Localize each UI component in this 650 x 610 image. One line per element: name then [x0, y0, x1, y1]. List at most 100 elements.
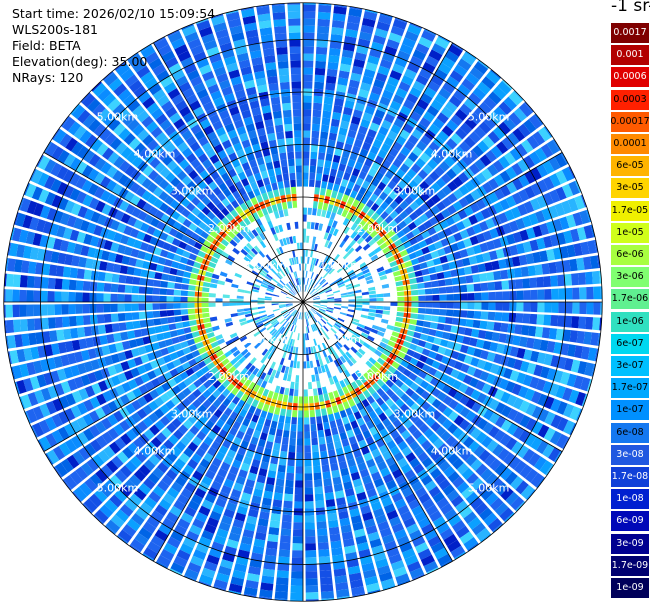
radar-gate	[541, 327, 551, 339]
radar-gate	[347, 458, 356, 468]
radar-gate	[329, 40, 342, 50]
radar-gate	[491, 260, 500, 271]
radar-gate	[453, 89, 467, 102]
radar-gate	[498, 121, 511, 135]
radar-gate	[429, 510, 443, 523]
radar-gate	[402, 123, 414, 134]
radar-gate	[413, 104, 426, 116]
radar-gate	[329, 369, 336, 377]
radar-gate	[509, 244, 519, 256]
radar-gate	[314, 187, 320, 195]
radar-gate	[487, 281, 496, 291]
radar-gate	[288, 451, 296, 460]
radar-gate	[348, 398, 356, 408]
radar-gate	[311, 307, 318, 313]
radar-gate	[370, 501, 383, 512]
radar-gate	[338, 315, 346, 321]
radar-gate	[316, 416, 323, 424]
radar-gate	[372, 382, 381, 392]
radar-gate	[441, 263, 450, 271]
radar-gate	[222, 306, 230, 311]
radar-gate	[452, 457, 464, 470]
radar-gate	[473, 368, 483, 379]
radar-gate	[380, 402, 389, 412]
radar-gate	[412, 146, 423, 157]
radar-gate	[311, 437, 318, 446]
radar-gate	[284, 416, 291, 424]
radar-gate	[403, 216, 413, 225]
radar-gate	[469, 66, 484, 81]
radar-gate	[336, 279, 344, 285]
radar-gate	[305, 242, 309, 250]
radar-gate	[316, 514, 327, 523]
radar-gate	[344, 332, 352, 340]
radar-gate	[568, 389, 580, 404]
radar-gate	[110, 283, 119, 293]
radar-gate	[393, 451, 405, 462]
radar-gate	[395, 87, 408, 99]
radar-gate	[442, 406, 454, 418]
radar-gate	[297, 354, 301, 362]
radar-gate	[299, 382, 303, 390]
radar-gate	[574, 180, 582, 193]
radar-gate	[561, 183, 574, 198]
radar-gate	[119, 265, 129, 275]
radar-gate	[396, 229, 406, 239]
radar-gate	[502, 291, 510, 301]
radar-gate	[408, 324, 416, 331]
radar-gate	[312, 381, 317, 389]
radar-gate	[494, 502, 509, 517]
radar-gate	[434, 240, 443, 250]
radar-gate	[281, 437, 289, 445]
radar-gate	[366, 349, 374, 357]
radar-gate	[401, 446, 413, 457]
radar-gate	[338, 185, 346, 194]
radar-gate	[371, 471, 382, 482]
radar-gate	[312, 201, 318, 209]
radar-gate	[525, 489, 536, 501]
radar-gate	[434, 68, 448, 81]
radar-gate	[139, 277, 148, 286]
radar-gate	[332, 561, 346, 570]
radar-gate	[355, 351, 363, 359]
radar-gate	[318, 436, 326, 445]
radar-gate	[406, 266, 415, 273]
radar-gate	[331, 335, 339, 343]
radar-gate	[355, 535, 368, 545]
radar-gate	[209, 288, 217, 293]
radar-gate	[319, 343, 325, 351]
radar-gate	[325, 310, 333, 315]
radar-gate	[400, 359, 410, 368]
radar-gate	[297, 333, 300, 341]
radar-gate	[388, 413, 398, 423]
radar-gate	[350, 222, 358, 231]
radar-gate	[548, 205, 559, 219]
radar-gate	[303, 172, 309, 180]
radar-gate	[315, 236, 320, 245]
radar-gate	[568, 166, 576, 179]
radar-gate	[338, 163, 347, 172]
radar-gate	[124, 312, 133, 321]
radar-gate	[470, 264, 480, 274]
radar-gate	[327, 449, 336, 458]
radar-gate	[182, 277, 190, 284]
radar-gate	[336, 497, 346, 506]
radar-gate	[181, 315, 189, 322]
radar-ray	[311, 113, 544, 296]
radar-gate	[544, 302, 552, 313]
radar-gate	[393, 239, 403, 247]
radar-gate	[324, 239, 330, 248]
radar-gate	[339, 379, 346, 388]
radar-gate	[567, 197, 579, 212]
radar-gate	[342, 353, 350, 362]
radar-gate	[463, 97, 477, 111]
radar-gate	[524, 170, 536, 184]
radar-ray	[307, 311, 439, 575]
radar-gate	[358, 219, 367, 229]
radar-gate	[339, 517, 351, 527]
radar-gate	[5, 304, 13, 318]
radar-gate	[450, 495, 464, 508]
radar-gate	[26, 290, 34, 302]
radar-gate	[370, 328, 379, 335]
radar-gate	[318, 260, 324, 268]
